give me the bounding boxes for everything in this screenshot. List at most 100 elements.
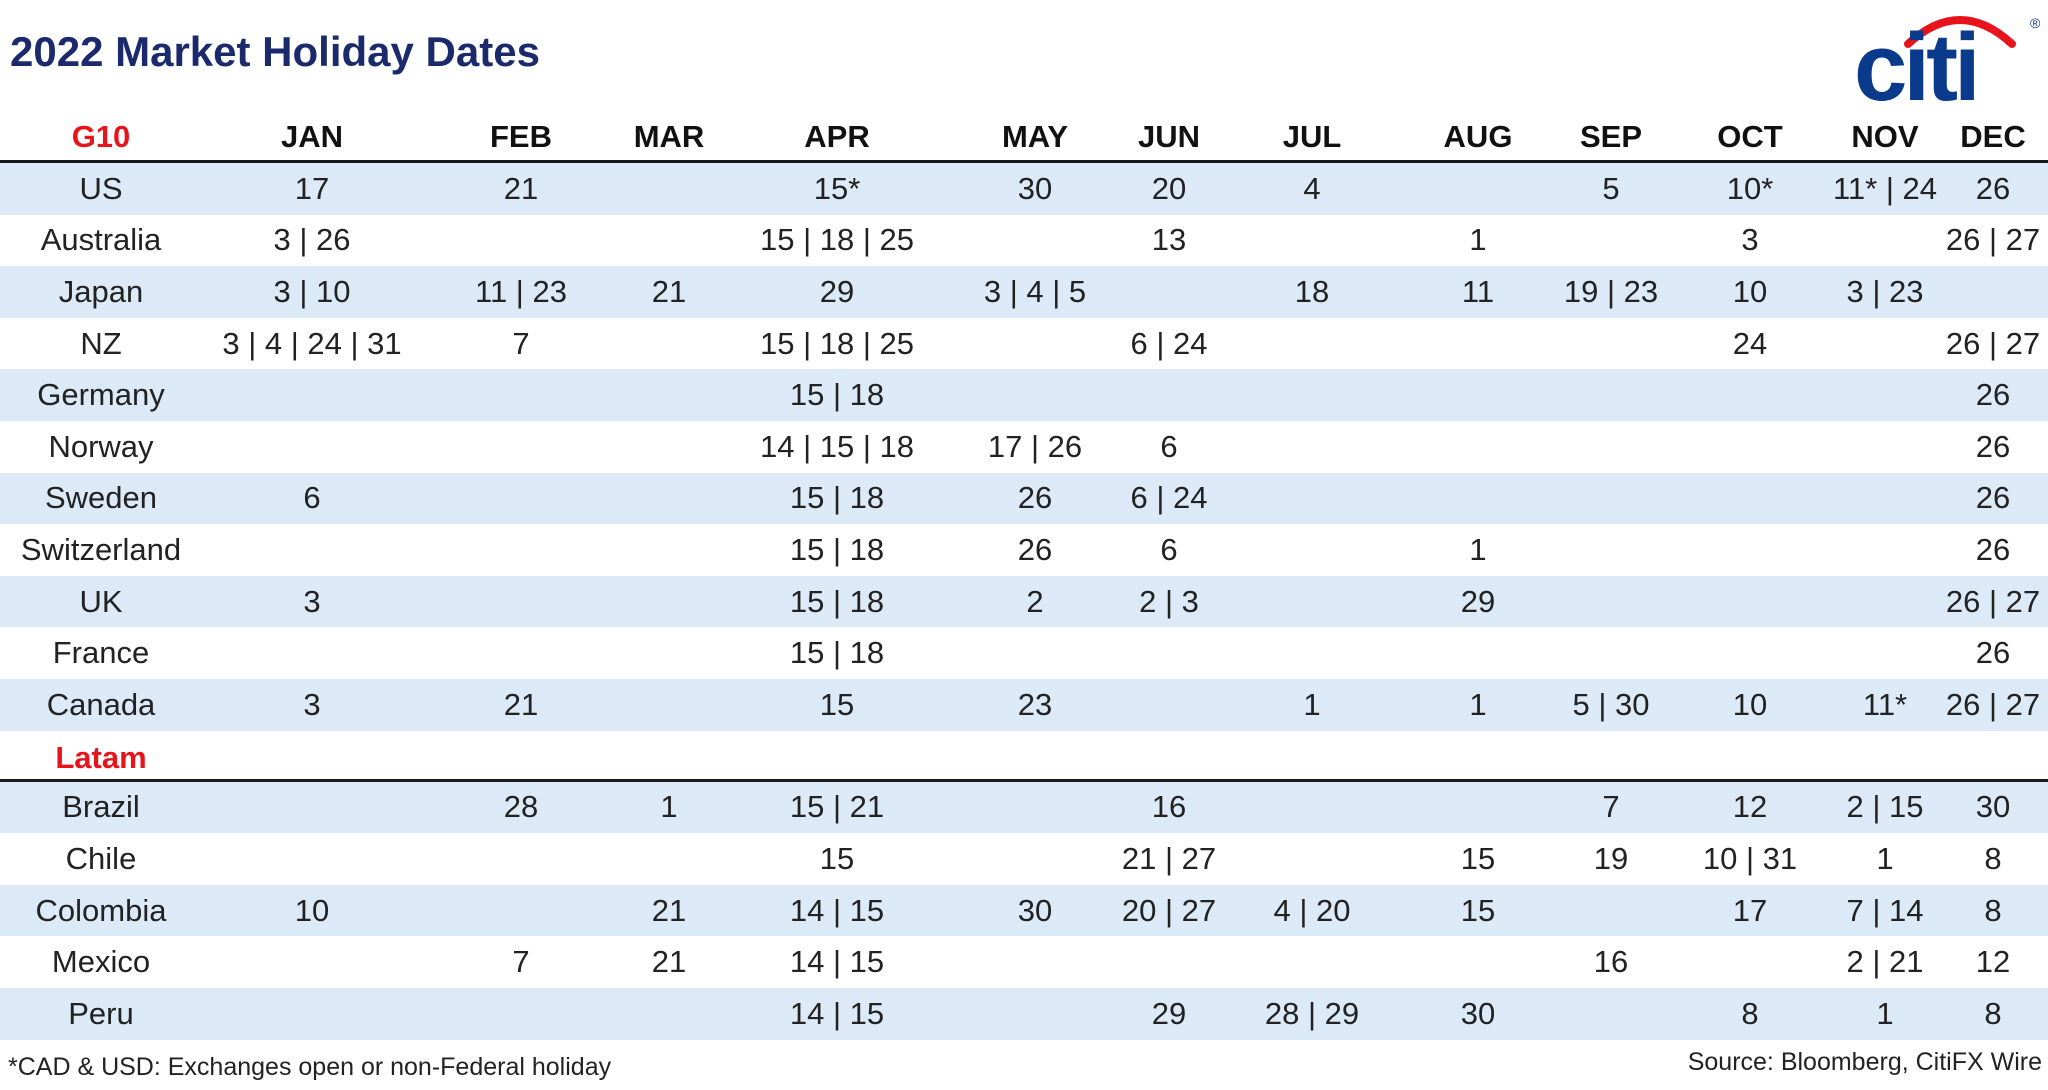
date-cell-jan bbox=[202, 369, 422, 421]
date-cell-aug: 11 bbox=[1461, 273, 1495, 309]
date-cell-apr: 29 bbox=[819, 273, 855, 309]
country-name: Switzerland bbox=[20, 531, 182, 567]
date-cell-jul: 4 | 20 bbox=[1273, 892, 1351, 928]
table-header: G10 JAN FEB MAR APR MAY JUN JUL AUG SEP OCT NOV DEC bbox=[0, 112, 2048, 162]
date-cell-jan: 3 bbox=[303, 686, 321, 722]
date-cell-dec: 26 bbox=[1975, 377, 2011, 413]
date-cell-jun: 6 bbox=[1160, 428, 1178, 464]
registered-mark: ® bbox=[2030, 15, 2041, 31]
date-cell-aug: 15 bbox=[1460, 892, 1496, 928]
country-name: France bbox=[52, 635, 150, 671]
date-cell-jan bbox=[202, 421, 422, 473]
date-cell-apr: 14 | 15 | 18 bbox=[759, 428, 914, 464]
country-name: Sweden bbox=[44, 480, 158, 516]
date-cell-oct: 8 bbox=[1741, 995, 1759, 1031]
date-cell-may: 30 bbox=[1017, 892, 1053, 928]
date-cell-nov: 2 | 15 bbox=[1846, 789, 1924, 825]
date-cell-jan bbox=[202, 833, 422, 885]
date-cell-nov: 11* bbox=[1862, 686, 1908, 722]
column-header-aug: AUG bbox=[1443, 119, 1513, 154]
group-label-latam: Latam bbox=[55, 739, 147, 775]
column-header-jun: JUN bbox=[1137, 119, 1200, 154]
date-cell-apr: 15 | 18 bbox=[789, 583, 885, 619]
date-cell-dec: 8 bbox=[1984, 840, 2002, 876]
date-cell-jan bbox=[202, 524, 422, 576]
date-cell-feb: 28 bbox=[503, 789, 539, 825]
table-row: NZ 3 | 4 | 24 | 31 7 15 | 18 | 25 6 | 24 24 26… bbox=[0, 318, 2048, 370]
source-note: Source: Bloomberg, CitiFX Wire bbox=[1687, 1048, 2042, 1076]
date-cell-jun: 21 | 27 bbox=[1121, 840, 1217, 876]
date-cell-sep: 5 bbox=[1602, 170, 1620, 206]
date-cell-feb: 21 bbox=[503, 686, 539, 722]
date-cell-aug: 1 bbox=[1469, 222, 1487, 258]
country-name: Germany bbox=[37, 377, 165, 413]
date-cell-jun: 20 bbox=[1151, 170, 1187, 206]
date-cell-jan: 3 bbox=[303, 583, 321, 619]
date-cell-jan: 3 | 10 bbox=[273, 273, 351, 309]
date-cell-mar: 1 bbox=[660, 789, 678, 825]
country-name: UK bbox=[79, 583, 123, 619]
column-header-jan: JAN bbox=[280, 119, 343, 154]
date-cell-feb: 11 | 23 bbox=[475, 273, 567, 309]
date-cell-jan: 10 bbox=[294, 892, 330, 928]
date-cell-dec: 26 bbox=[1975, 531, 2011, 567]
date-cell-jan bbox=[202, 627, 422, 679]
date-cell-nov: 1 bbox=[1876, 840, 1894, 876]
page-title: 2022 Market Holiday Dates bbox=[10, 28, 540, 75]
date-cell-dec: 26 | 27 bbox=[1945, 222, 2041, 258]
date-cell-feb: 7 bbox=[512, 325, 530, 361]
date-cell-dec: 12 bbox=[1975, 944, 2011, 980]
table-row: Japan 3 | 10 11 | 23 21 29 3 | 4 | 5 18 11 19 | … bbox=[0, 266, 2048, 318]
date-cell-dec: 26 bbox=[1975, 635, 2011, 671]
date-cell-oct: 17 bbox=[1732, 892, 1768, 928]
table-row: US 17 21 15* 30 20 4 5 10* 11* | 24 26 bbox=[0, 163, 2048, 215]
table-row: France 15 | 18 26 bbox=[0, 627, 2048, 679]
date-cell-apr: 15 bbox=[819, 686, 855, 722]
date-cell-jun: 16 bbox=[1151, 789, 1187, 825]
table-row: Peru 14 | 15 29 28 | 29 30 8 1 8 bbox=[0, 988, 2048, 1040]
country-name: Chile bbox=[65, 840, 137, 876]
date-cell-may: 17 | 26 bbox=[987, 428, 1083, 464]
column-header-jul: JUL bbox=[1282, 119, 1342, 154]
date-cell-jul: 1 bbox=[1303, 686, 1321, 722]
date-cell-sep: 16 bbox=[1593, 944, 1629, 980]
date-cell-oct: 24 bbox=[1732, 325, 1768, 361]
country-name: Peru bbox=[68, 995, 134, 1031]
date-cell-dec: 26 bbox=[1975, 170, 2011, 206]
logo-text: citi bbox=[1854, 14, 1977, 110]
date-cell-nov: 1 bbox=[1876, 995, 1894, 1031]
country-name: Japan bbox=[58, 273, 144, 309]
column-header-sep: SEP bbox=[1579, 119, 1643, 154]
date-cell-sep: 19 | 23 bbox=[1563, 273, 1659, 309]
column-header-apr: APR bbox=[804, 119, 870, 154]
table-row: Chile 15 21 | 27 15 19 10 | 31 1 8 bbox=[0, 833, 2048, 885]
country-name: Brazil bbox=[62, 789, 140, 825]
date-cell-jan bbox=[202, 782, 422, 834]
date-cell-sep: 19 bbox=[1593, 840, 1629, 876]
table-row: Canada 3 21 15 23 1 1 5 | 30 10 11* 26 | 27 bbox=[0, 679, 2048, 731]
date-cell-jun: 29 bbox=[1151, 995, 1187, 1031]
date-cell-may: 26 bbox=[1017, 480, 1053, 516]
date-cell-apr: 15 | 18 bbox=[789, 531, 885, 567]
date-cell-jul: 4 bbox=[1303, 170, 1321, 206]
country-name: Mexico bbox=[51, 944, 151, 980]
date-cell-mar: 21 bbox=[651, 944, 687, 980]
date-cell-dec: 26 bbox=[1975, 428, 2011, 464]
table-row: Norway 14 | 15 | 18 17 | 26 6 26 bbox=[0, 421, 2048, 473]
date-cell-jun: 6 bbox=[1160, 531, 1178, 567]
date-cell-apr: 14 | 15 bbox=[789, 944, 885, 980]
date-cell-oct: 10 | 31 bbox=[1702, 840, 1798, 876]
date-cell-dec: 8 bbox=[1984, 995, 2002, 1031]
date-cell-jun: 13 bbox=[1151, 222, 1187, 258]
date-cell-nov: 7 | 14 bbox=[1846, 892, 1924, 928]
date-cell-jul: 28 | 29 bbox=[1264, 995, 1360, 1031]
date-cell-jan: 6 bbox=[303, 480, 321, 516]
table-row: Germany 15 | 18 26 bbox=[0, 369, 2048, 421]
date-cell-dec: 30 bbox=[1975, 789, 2011, 825]
country-name: Canada bbox=[46, 686, 156, 722]
date-cell-aug: 15 bbox=[1460, 840, 1496, 876]
country-name: Australia bbox=[40, 222, 162, 258]
date-cell-jun: 6 | 24 bbox=[1130, 325, 1208, 361]
date-cell-sep: 5 | 30 bbox=[1572, 686, 1650, 722]
date-cell-sep: 7 bbox=[1602, 789, 1620, 825]
